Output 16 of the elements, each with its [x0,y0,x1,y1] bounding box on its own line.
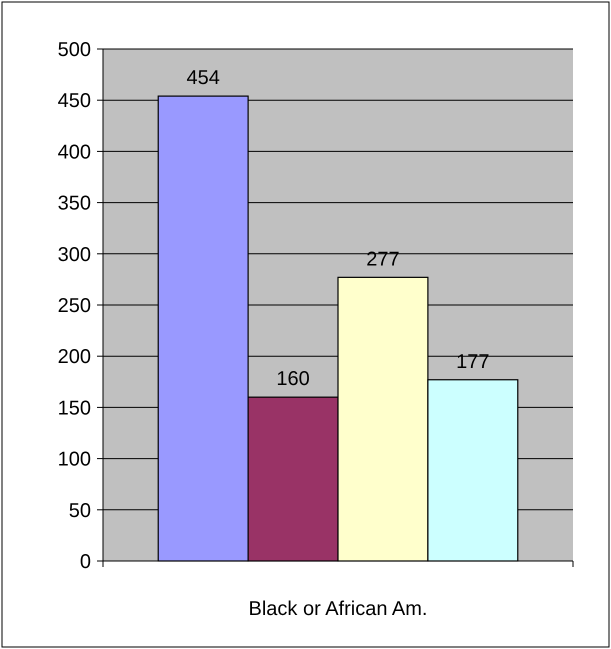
y-tick-label: 150 [58,397,91,420]
x-tick-label: Black or African Am. [248,598,428,620]
y-tick-label: 450 [58,90,91,112]
y-tick-label: 350 [58,192,91,215]
y-tick-label: 400 [58,141,91,164]
y-tick-label: 50 [68,500,91,522]
y-tick-label: 100 [58,448,91,471]
data-label: 277 [366,248,400,270]
y-tick-label: 300 [58,244,91,266]
data-label: 160 [276,368,310,390]
y-tick-label: 500 [58,39,91,61]
data-label: 454 [186,67,220,90]
y-tick-label: 0 [80,551,91,573]
data-label: 177 [456,350,490,373]
y-tick-label: 250 [58,295,91,317]
y-tick-label: 200 [58,346,91,368]
